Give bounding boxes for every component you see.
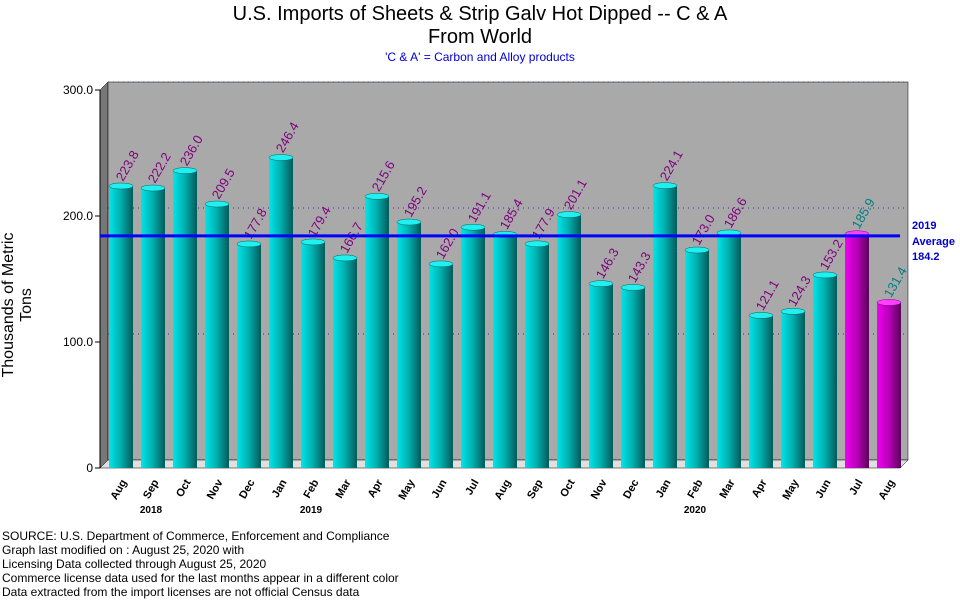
bar-top [108,182,134,190]
x-tick-label: Jun [429,477,449,500]
average-label-text: Average [912,236,956,248]
bar-top [396,218,422,226]
bar-top [364,193,390,200]
y-tick-label: 0 [86,461,93,475]
bar [621,287,645,468]
bar-top [524,240,550,248]
bar [141,188,165,468]
bar [749,315,773,468]
bar [653,185,677,468]
chart-subtitle: 'C & A' = Carbon and Alloy products [385,50,575,64]
x-tick-label: Dec [621,478,641,501]
chart-title-line2: From World [427,26,533,48]
x-tick-label: Apr [750,477,770,500]
y-tick-label: 100.0 [63,335,93,349]
footer-licensing: Licensing Data collected through August … [2,557,267,571]
bar [237,243,261,468]
bar [301,241,325,468]
chart-title: U.S. Imports of Sheets & Strip Galv Hot … [232,3,728,25]
x-tick-label: Jul [463,478,481,498]
plot-left-wall [99,81,109,469]
footer-modified: Graph last modified on : August 25, 2020… [2,543,245,557]
x-tick-label: Jun [813,477,833,500]
average-label-value: 184.2 [912,251,940,263]
bar [877,302,901,468]
bar [717,232,741,468]
year-label: 2020 [684,505,707,516]
x-tick-label: Jan [270,477,290,500]
bar-top [460,223,486,231]
x-tick-label: Nov [205,477,226,502]
x-tick-label: Feb [685,477,705,500]
bar [333,257,357,468]
bar [493,234,517,468]
footer-color-note: Commerce license data used for the last … [2,571,399,585]
x-tick-label: May [397,477,419,502]
x-tick-label: Feb [301,477,321,500]
bar [781,311,805,468]
bar-top [172,167,198,174]
bar [269,157,293,468]
x-tick-label: Jul [847,478,865,498]
x-tick-label: Mar [717,477,738,501]
x-tick-label: Oct [174,477,194,499]
bar-top [748,312,774,319]
x-tick-label: Aug [109,478,130,503]
bar [685,250,709,468]
bar [557,214,581,468]
bar [205,204,229,468]
y-tick-label: 200.0 [63,209,93,223]
bar [589,283,613,468]
x-tick-label: Jan [654,477,674,500]
bar-top [204,200,230,208]
x-tick-label: Nov [589,477,610,502]
x-tick-label: Apr [366,477,386,500]
x-tick-label: Sep [141,477,162,501]
bar [429,263,453,468]
y-tick-label: 300.0 [63,83,93,97]
average-label-year: 2019 [912,220,937,232]
bar-top [812,271,838,279]
x-tick-label: Sep [525,477,546,501]
bar-top [332,254,358,262]
bar-top [780,308,806,315]
bar-top [140,184,166,192]
bar-top [620,284,646,291]
x-tick-label: Aug [877,478,898,503]
bar-top [876,299,902,306]
bar-top [428,260,454,268]
x-tick-label: Dec [237,478,257,501]
x-tick-label: Aug [493,478,514,503]
bar [845,233,869,468]
footer-notes: SOURCE: U.S. Department of Commerce, Enf… [2,529,399,599]
bar-top [588,280,614,287]
bar [109,186,133,468]
bar [525,243,549,468]
bar-top [684,246,710,254]
bar-top [652,182,678,189]
bar [813,274,837,468]
bar-top [300,238,326,246]
bar [461,227,485,468]
x-tick-label: Mar [333,477,354,501]
x-tick-label: May [781,477,803,502]
bar-top [268,154,294,161]
bar [365,196,389,468]
footer-disclaimer: Data extracted from the import licenses … [2,585,360,599]
bar-top [236,240,262,248]
footer-source: SOURCE: U.S. Department of Commerce, Enf… [2,529,390,543]
bar-top [556,211,582,218]
year-label: 2018 [140,505,163,516]
x-tick-label: Oct [558,477,578,499]
bar [397,222,421,468]
year-label: 2019 [300,505,323,516]
bar [173,170,197,468]
